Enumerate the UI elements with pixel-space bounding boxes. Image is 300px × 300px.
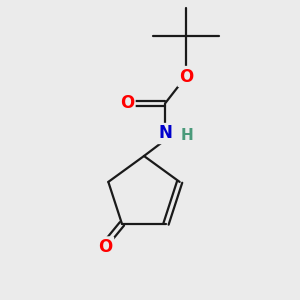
Text: O: O bbox=[179, 68, 193, 85]
Text: N: N bbox=[158, 124, 172, 142]
Text: O: O bbox=[120, 94, 134, 112]
Text: H: H bbox=[181, 128, 194, 142]
Text: O: O bbox=[98, 238, 112, 256]
